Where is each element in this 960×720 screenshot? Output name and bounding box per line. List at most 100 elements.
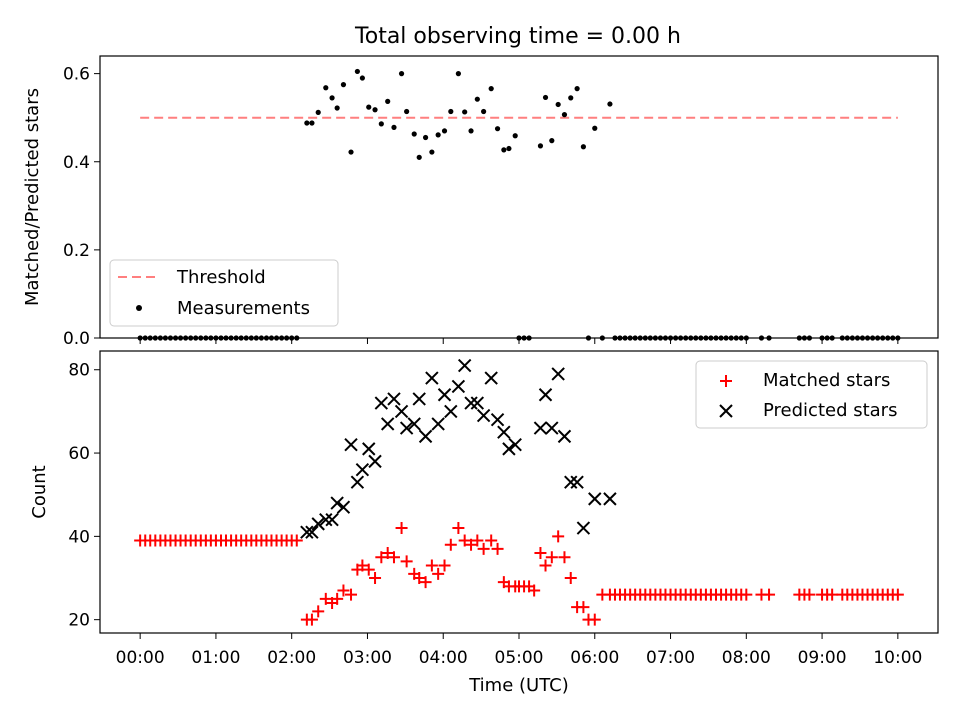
measurement-point [253, 335, 259, 341]
predicted-star-point [603, 492, 617, 506]
measurement-point [880, 335, 886, 341]
bottom-x-ticks: 00:00 01:00 02:00 03:00 04:00 05:00 06:00 07:00… [116, 633, 922, 668]
bottom-legend: Matched stars Predicted stars [695, 360, 928, 429]
measurement-point [844, 335, 850, 341]
measurement-point [864, 335, 871, 341]
measurement-point [462, 109, 468, 115]
predicted-star-point [576, 521, 591, 535]
predicted-star-point [570, 475, 584, 489]
measurement-point [637, 335, 643, 341]
matched-star-point [387, 551, 400, 564]
matched-star-point [337, 584, 350, 597]
top-x-ticks [139, 338, 899, 344]
top-y-tick-label: 0.6 [63, 65, 90, 85]
matched-star-point [319, 592, 332, 605]
measurement-point [632, 335, 638, 341]
x-tick-label: 10:00 [873, 648, 922, 668]
measurement-point [574, 86, 580, 92]
measurement-point [203, 335, 209, 341]
measurement-point [142, 335, 148, 341]
measurement-point [398, 71, 405, 77]
measurement-points [137, 68, 901, 341]
measurement-point [268, 335, 275, 341]
measurement-point [304, 120, 310, 126]
predicted-star-point [355, 463, 370, 477]
measurement-point [652, 335, 658, 341]
matched-star-point [381, 547, 394, 560]
measurement-point [743, 335, 749, 341]
predicted-star-point [374, 396, 389, 410]
measurement-point [733, 335, 739, 341]
measurement-point [723, 335, 729, 341]
measurement-point [526, 335, 532, 341]
measurement-point [758, 335, 765, 341]
predicted-star-point [380, 417, 395, 431]
measurement-point [213, 335, 219, 341]
measurement-point [738, 335, 744, 341]
predicted-star-point [387, 392, 401, 406]
measurement-point [183, 335, 189, 341]
matched-star-point [356, 559, 369, 572]
measurement-point [193, 335, 199, 341]
measurement-point [494, 126, 501, 132]
measurement-point [172, 335, 179, 341]
predicted-star-point [418, 429, 433, 444]
measurement-point [198, 335, 204, 341]
predicted-star-point [457, 358, 472, 373]
measurement-point [340, 82, 347, 88]
measurement-point [506, 145, 512, 152]
measurement-point [228, 335, 234, 341]
predicted-star-point [425, 371, 439, 385]
measurement-point [806, 335, 813, 341]
measurement-point [829, 335, 835, 341]
measurement-point [819, 335, 825, 341]
measurement-point [549, 138, 555, 144]
measurement-point [152, 335, 158, 341]
measurement-point [580, 144, 587, 150]
matched-star-point [558, 551, 571, 564]
measurement-point [708, 335, 714, 341]
measurement-point [542, 94, 549, 101]
matched-star-point [290, 534, 303, 547]
measurement-point [455, 71, 461, 77]
matched-star-point [740, 588, 753, 601]
measurement-point [481, 108, 487, 115]
top-y-tick-label: 0.2 [63, 241, 90, 261]
measurement-point [218, 335, 224, 341]
legend-predicted-label: Predicted stars [763, 400, 897, 421]
measurement-point [294, 335, 300, 341]
predicted-star-point [502, 442, 516, 456]
measurement-point [435, 132, 441, 138]
measurement-point [568, 95, 574, 101]
predicted-star-point [437, 388, 452, 402]
measurement-point [859, 335, 866, 341]
matched-star-point [305, 613, 318, 626]
measurement-point [839, 335, 845, 341]
x-tick-label: 04:00 [419, 648, 468, 668]
measurement-point [555, 101, 561, 108]
legend-matched-label: Matched stars [763, 370, 890, 391]
x-tick-label: 03:00 [343, 648, 392, 668]
measurement-point [422, 134, 429, 141]
measurement-point [766, 335, 772, 341]
matched-star-point [312, 605, 325, 618]
x-tick-label: 09:00 [798, 648, 847, 668]
top-y-ticks: 0.0 0.2 0.4 0.6 [63, 65, 100, 349]
measurement-point [334, 105, 340, 111]
matched-star-point [345, 588, 358, 601]
measurement-point [890, 335, 896, 341]
measurement-point [612, 335, 618, 341]
matched-star-point [891, 588, 904, 601]
top-y-tick-label: 0.4 [63, 153, 90, 173]
x-axis-label: Time (UTC) [468, 675, 569, 696]
measurement-point [329, 95, 335, 101]
predicted-star-point [368, 454, 382, 469]
measurement-point [167, 335, 174, 341]
x-tick-label: 01:00 [191, 648, 240, 668]
matched-star-point [491, 542, 504, 555]
predicted-star-point [362, 442, 376, 456]
top-legend-box [109, 259, 339, 327]
predicted-star-point [557, 429, 572, 444]
